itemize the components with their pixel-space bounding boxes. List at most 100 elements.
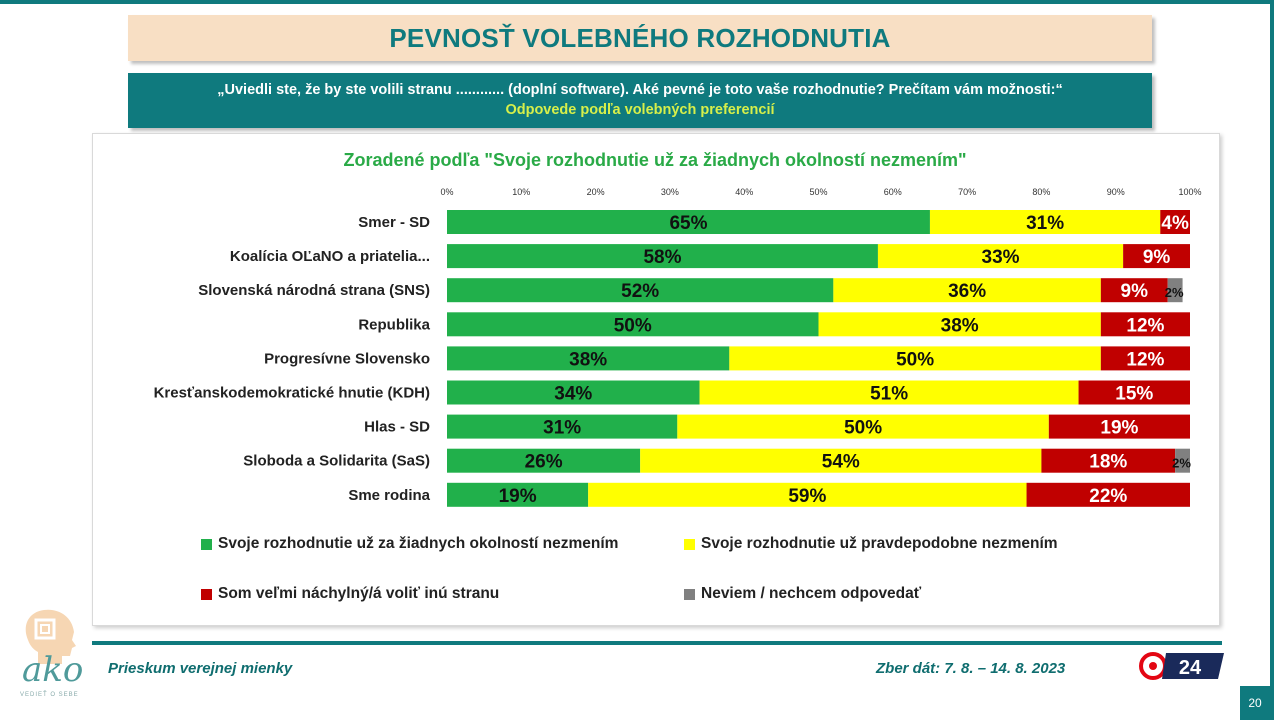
x-tick-label: 40% bbox=[735, 187, 753, 197]
data-label: 36% bbox=[948, 281, 986, 302]
data-label: 31% bbox=[543, 418, 581, 439]
question-box: „Uviedli ste, že by ste volili stranu ..… bbox=[128, 73, 1152, 128]
legend-label-gray: Neviem / nechcem odpovedať bbox=[701, 585, 922, 602]
category-label: Republika bbox=[358, 316, 430, 333]
bar-segment bbox=[447, 380, 700, 405]
data-label: 22% bbox=[1089, 486, 1127, 507]
bar-segment bbox=[729, 346, 1101, 371]
bar-segment bbox=[447, 210, 930, 234]
bar-segment bbox=[447, 482, 589, 507]
footer-divider bbox=[92, 641, 1222, 645]
bar-segment bbox=[447, 278, 834, 303]
category-label: Koalícia OĽaNO a priatelia... bbox=[230, 248, 430, 265]
category-label: Sloboda a Solidarita (SaS) bbox=[243, 453, 430, 470]
page-number: 20 bbox=[1240, 686, 1270, 720]
legend-swatch-green bbox=[201, 538, 212, 550]
data-label: 12% bbox=[1126, 315, 1164, 336]
bar-segment bbox=[1167, 278, 1183, 303]
footer-date-range: Zber dát: 7. 8. – 14. 8. 2023 bbox=[876, 660, 1066, 677]
data-label: 58% bbox=[643, 247, 681, 268]
data-label: 2% bbox=[1165, 285, 1184, 300]
category-label: Sme rodina bbox=[348, 487, 430, 504]
category-label: Slovenská národná strana (SNS) bbox=[198, 282, 430, 299]
data-label: 4% bbox=[1161, 213, 1189, 234]
data-label: 34% bbox=[554, 384, 592, 405]
bar-segment bbox=[833, 278, 1101, 303]
bar-segment bbox=[1078, 380, 1190, 405]
category-label: Kresťanskodemokratické hnutie (KDH) bbox=[154, 385, 430, 402]
data-label: 65% bbox=[669, 213, 707, 234]
bar-segment bbox=[1100, 278, 1168, 303]
data-label: 50% bbox=[896, 349, 934, 370]
joj24-logo: 24 bbox=[1139, 652, 1224, 680]
data-label: 59% bbox=[788, 486, 826, 507]
bar-segment bbox=[447, 244, 878, 269]
legend-swatch-gray bbox=[684, 588, 695, 600]
legend-item-yellow: Svoje rozhodnutie už pravdepodobne nezme… bbox=[684, 535, 1058, 553]
bar-segment bbox=[640, 448, 1042, 473]
category-label: Smer - SD bbox=[358, 214, 430, 231]
data-label: 51% bbox=[870, 384, 908, 405]
legend-swatch-red bbox=[201, 588, 212, 600]
question-text: „Uviedli ste, že by ste volili stranu ..… bbox=[217, 82, 1063, 98]
bar-segment bbox=[588, 482, 1027, 507]
bar-segment bbox=[1160, 210, 1190, 234]
right-border bbox=[1270, 0, 1274, 720]
legend-swatch-yellow bbox=[684, 538, 695, 550]
x-tick-label: 50% bbox=[809, 187, 827, 197]
data-label: 50% bbox=[614, 315, 652, 336]
title-box: PEVNOSŤ VOLEBNÉHO ROZHODNUTIA bbox=[128, 15, 1152, 61]
legend-item-green: Svoje rozhodnutie už za žiadnych okolnos… bbox=[201, 535, 618, 553]
data-label: 18% bbox=[1089, 452, 1127, 473]
top-border bbox=[0, 0, 1274, 4]
x-tick-label: 90% bbox=[1107, 187, 1125, 197]
bar-segment bbox=[1048, 414, 1190, 439]
x-tick-label: 60% bbox=[884, 187, 902, 197]
data-label: 26% bbox=[525, 452, 563, 473]
data-label: 9% bbox=[1143, 247, 1171, 268]
bar-segment bbox=[1123, 244, 1190, 269]
category-label: Hlas - SD bbox=[364, 419, 430, 436]
legend-label-green: Svoje rozhodnutie už za žiadnych okolnos… bbox=[218, 535, 619, 552]
bar-segment bbox=[929, 210, 1161, 234]
legend-item-red: Som veľmi náchylný/á voliť inú stranu bbox=[201, 585, 499, 603]
data-label: 19% bbox=[499, 486, 537, 507]
data-label: 19% bbox=[1100, 418, 1138, 439]
bar-segment bbox=[877, 244, 1124, 269]
bar-segment bbox=[1041, 448, 1176, 473]
bar-segment bbox=[677, 414, 1049, 439]
joj24-logo-text: 24 bbox=[1179, 657, 1202, 679]
data-label: 12% bbox=[1126, 349, 1164, 370]
data-label: 50% bbox=[844, 418, 882, 439]
data-label: 38% bbox=[941, 315, 979, 336]
x-tick-label: 30% bbox=[661, 187, 679, 197]
x-tick-label: 100% bbox=[1178, 187, 1201, 197]
data-label: 2% bbox=[1172, 456, 1191, 471]
data-label: 31% bbox=[1026, 213, 1064, 234]
data-label: 15% bbox=[1115, 384, 1153, 405]
legend-label-red: Som veľmi náchylný/á voliť inú stranu bbox=[218, 585, 500, 602]
bar-segment bbox=[1100, 312, 1190, 337]
bar-segment bbox=[1100, 346, 1190, 371]
ako-logo bbox=[25, 609, 76, 664]
legend-label-yellow: Svoje rozhodnutie už pravdepodobne nezme… bbox=[701, 535, 1058, 552]
bar-segment bbox=[818, 312, 1101, 337]
x-tick-label: 20% bbox=[587, 187, 605, 197]
footer-survey-label: Prieskum verejnej mienky bbox=[108, 660, 293, 677]
bar-segment bbox=[699, 380, 1079, 405]
data-label: 52% bbox=[621, 281, 659, 302]
data-label: 54% bbox=[822, 452, 860, 473]
bar-segment bbox=[447, 414, 678, 439]
chart-title: Zoradené podľa "Svoje rozhodnutie už za … bbox=[343, 150, 967, 170]
ako-logo-tagline: VEDIEŤ O SEBE bbox=[20, 692, 79, 698]
data-label: 9% bbox=[1121, 281, 1149, 302]
page-title: PEVNOSŤ VOLEBNÉHO ROZHODNUTIA bbox=[389, 22, 891, 53]
data-label: 33% bbox=[982, 247, 1020, 268]
question-subtitle: Odpovede podľa volebných preferencií bbox=[505, 102, 775, 118]
bar-segment bbox=[1175, 448, 1190, 473]
bar-segment bbox=[447, 448, 641, 473]
data-label: 38% bbox=[569, 349, 607, 370]
bar-segment bbox=[447, 346, 730, 371]
ako-logo-text: ako bbox=[22, 650, 84, 690]
